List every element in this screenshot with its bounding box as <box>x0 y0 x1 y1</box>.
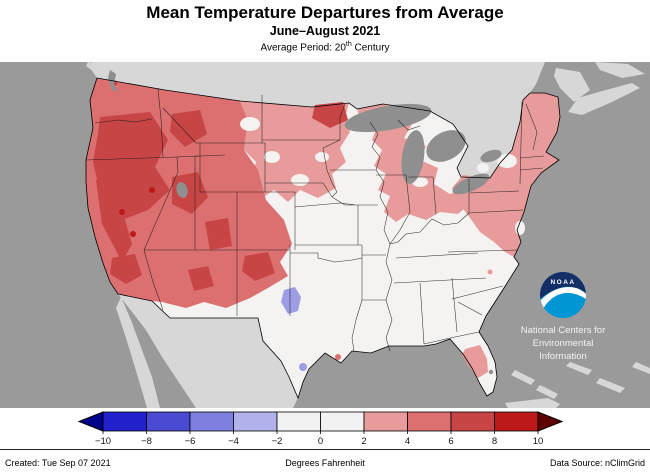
svg-text:Environmental: Environmental <box>533 338 594 349</box>
colorbar-tick-label: −4 <box>228 436 239 447</box>
anomaly-plus-8-10-dots <box>119 187 155 237</box>
colorbar-tick-label: 6 <box>448 436 453 447</box>
mexico-landmass <box>116 294 298 408</box>
colorbar-segment <box>276 411 321 432</box>
colorbar-tick-label: 10 <box>533 436 544 447</box>
colorbar-tick-label: −2 <box>272 436 283 447</box>
us-outline <box>85 77 561 400</box>
superscript-th: th <box>345 41 352 48</box>
color-scale-legend: −10 −8 −6 −4 −2 0 2 4 6 8 10 <box>0 408 650 449</box>
lake-okeechobee <box>488 369 494 375</box>
baja-california <box>116 297 160 408</box>
lake-erie <box>452 173 490 195</box>
svg-text:Information: Information <box>539 351 587 362</box>
created-timestamp: Created: Tue Sep 07 2021 <box>5 458 111 468</box>
near-normal-white-holes <box>240 117 525 235</box>
colorbar-tick-label: 0 <box>318 436 323 447</box>
new-brunswick <box>554 68 590 102</box>
us-map: NOAA National Centers for Environmental … <box>0 62 650 408</box>
vancouver-island <box>86 62 108 74</box>
houston-anomaly-dot <box>335 354 341 360</box>
header: Mean Temperature Departures from Average… <box>0 0 650 62</box>
noaa-logo-label: NOAA <box>550 279 575 286</box>
units-label: Degrees Fahrenheit <box>285 458 365 468</box>
colorbar-tick-label: 4 <box>405 436 410 447</box>
colorbar-tick-label: 8 <box>492 436 497 447</box>
colorbar-segment <box>407 411 452 432</box>
subtitle-period: June–August 2021 <box>269 24 381 38</box>
colorbar-right-arrow <box>537 411 564 432</box>
footer: Created: Tue Sep 07 2021 Degrees Fahrenh… <box>0 453 650 473</box>
great-lakes <box>108 70 502 375</box>
map-canvas: NOAA National Centers for Environmental … <box>0 62 650 408</box>
cuba <box>505 398 560 408</box>
colorbar-segment <box>494 411 539 432</box>
lake-huron <box>426 130 466 162</box>
caribbean-islands <box>505 362 650 408</box>
noaa-logo: NOAA <box>540 272 586 318</box>
colorbar-segment <box>189 411 234 432</box>
colorbar-segment <box>233 411 278 432</box>
svg-text:National Centers for: National Centers for <box>521 325 605 336</box>
newfoundland <box>595 62 645 78</box>
noaa-seagull-icon <box>540 287 586 309</box>
colorbar-tick-label: −6 <box>185 436 196 447</box>
lake-ontario <box>480 149 502 163</box>
colorbar-segment <box>146 411 191 432</box>
data-source-label: Data Source: nClimGrid <box>549 458 645 468</box>
lake-superior <box>344 103 432 133</box>
lake-michigan <box>401 130 425 184</box>
colorbar-tick-label: 2 <box>361 436 366 447</box>
colorbar-segment <box>363 411 408 432</box>
colorbar-tick-label: −10 <box>95 436 111 447</box>
anomaly-minus-2-4-texas <box>281 287 307 371</box>
colorbar-segment <box>450 411 495 432</box>
colorbar-segment <box>320 411 365 432</box>
colorbar-canvas: −10 −8 −6 −4 −2 0 2 4 6 8 10 <box>77 411 564 447</box>
canada-landmass <box>86 62 645 178</box>
footer-divider <box>0 449 650 450</box>
florida-anomaly-blob <box>462 345 488 378</box>
subtitle-average-period: Average Period: 20th Century <box>260 41 390 54</box>
state-borders <box>85 88 545 352</box>
colorbar-left-arrow <box>77 411 104 432</box>
great-salt-lake <box>176 182 188 198</box>
ncei-wordmark: National Centers for Environmental Infor… <box>521 325 605 362</box>
nova-scotia <box>568 83 640 115</box>
colorbar-segment <box>102 411 147 432</box>
page-title: Mean Temperature Departures from Average <box>146 3 504 22</box>
colorbar-tick-label: −8 <box>141 436 152 447</box>
